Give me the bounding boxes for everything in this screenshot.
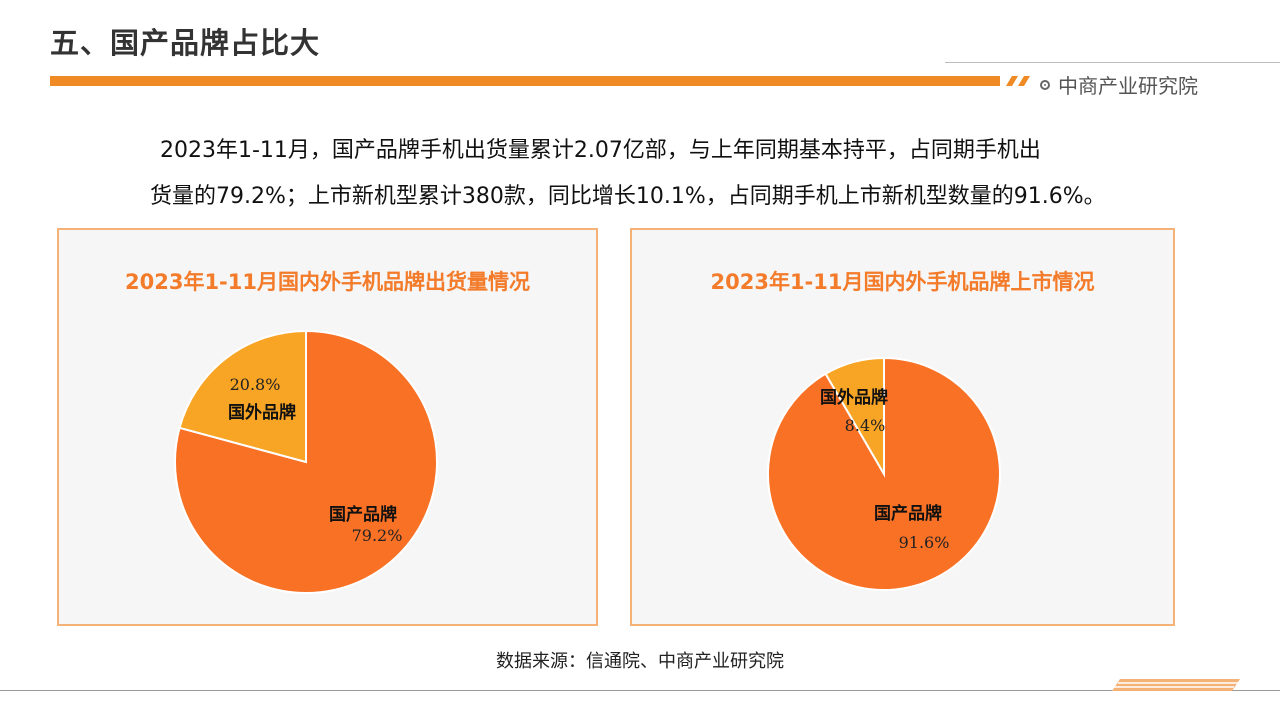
header-stripes-decoration bbox=[1006, 76, 1030, 86]
footer-divider-line bbox=[0, 690, 1280, 691]
brand-name: 中商产业研究院 bbox=[1058, 74, 1198, 98]
pie-slice-foreign bbox=[178, 329, 307, 464]
footer-stripes-decoration bbox=[1112, 679, 1240, 691]
shipment-pie-chart: 国外品牌 20.8% 国产品牌 79.2% bbox=[174, 329, 438, 594]
chart-title: 2023年1-11月国内外手机品牌上市情况 bbox=[710, 270, 1095, 294]
header-divider-line bbox=[945, 62, 1280, 63]
summary-line-1: 2023年1-11月，国产品牌手机出货量累计2.07亿部，与上年同期基本持平，占… bbox=[160, 138, 1041, 163]
slice-label-domestic: 国产品牌 bbox=[329, 504, 397, 525]
brand-logo: 中商产业研究院 bbox=[1040, 70, 1198, 99]
slice-label-foreign: 国外品牌 bbox=[820, 387, 888, 408]
slice-value-domestic: 91.6% bbox=[899, 533, 950, 552]
slice-value-foreign: 20.8% bbox=[230, 375, 281, 394]
summary-line-2: 货量的79.2%；上市新机型累计380款，同比增长10.1%，占同期手机上市新机… bbox=[150, 184, 1106, 209]
slice-value-foreign: 8.4% bbox=[845, 416, 886, 435]
slice-label-domestic: 国产品牌 bbox=[874, 503, 942, 524]
target-dot-icon bbox=[1040, 79, 1050, 90]
chart-title: 2023年1-11月国内外手机品牌出货量情况 bbox=[125, 270, 530, 294]
page-title: 五、国产品牌占比大 bbox=[50, 26, 321, 60]
launch-pie-chart: 国外品牌 8.4% 国产品牌 91.6% bbox=[767, 356, 1001, 591]
slice-label-foreign: 国外品牌 bbox=[228, 402, 296, 423]
header-accent-bar bbox=[50, 76, 1000, 86]
pie-slice-foreign bbox=[824, 356, 885, 478]
slice-value-domestic: 79.2% bbox=[352, 526, 403, 545]
shipment-chart-panel: 2023年1-11月国内外手机品牌出货量情况 国外品牌 20.8% 国产品牌 7… bbox=[57, 228, 598, 626]
launch-chart-panel: 2023年1-11月国内外手机品牌上市情况 国外品牌 8.4% 国产品牌 91.… bbox=[630, 228, 1175, 626]
summary-text: 2023年1-11月，国产品牌手机出货量累计2.07亿部，与上年同期基本持平，占… bbox=[150, 128, 1150, 220]
data-source: 数据来源：信通院、中商产业研究院 bbox=[496, 651, 784, 672]
